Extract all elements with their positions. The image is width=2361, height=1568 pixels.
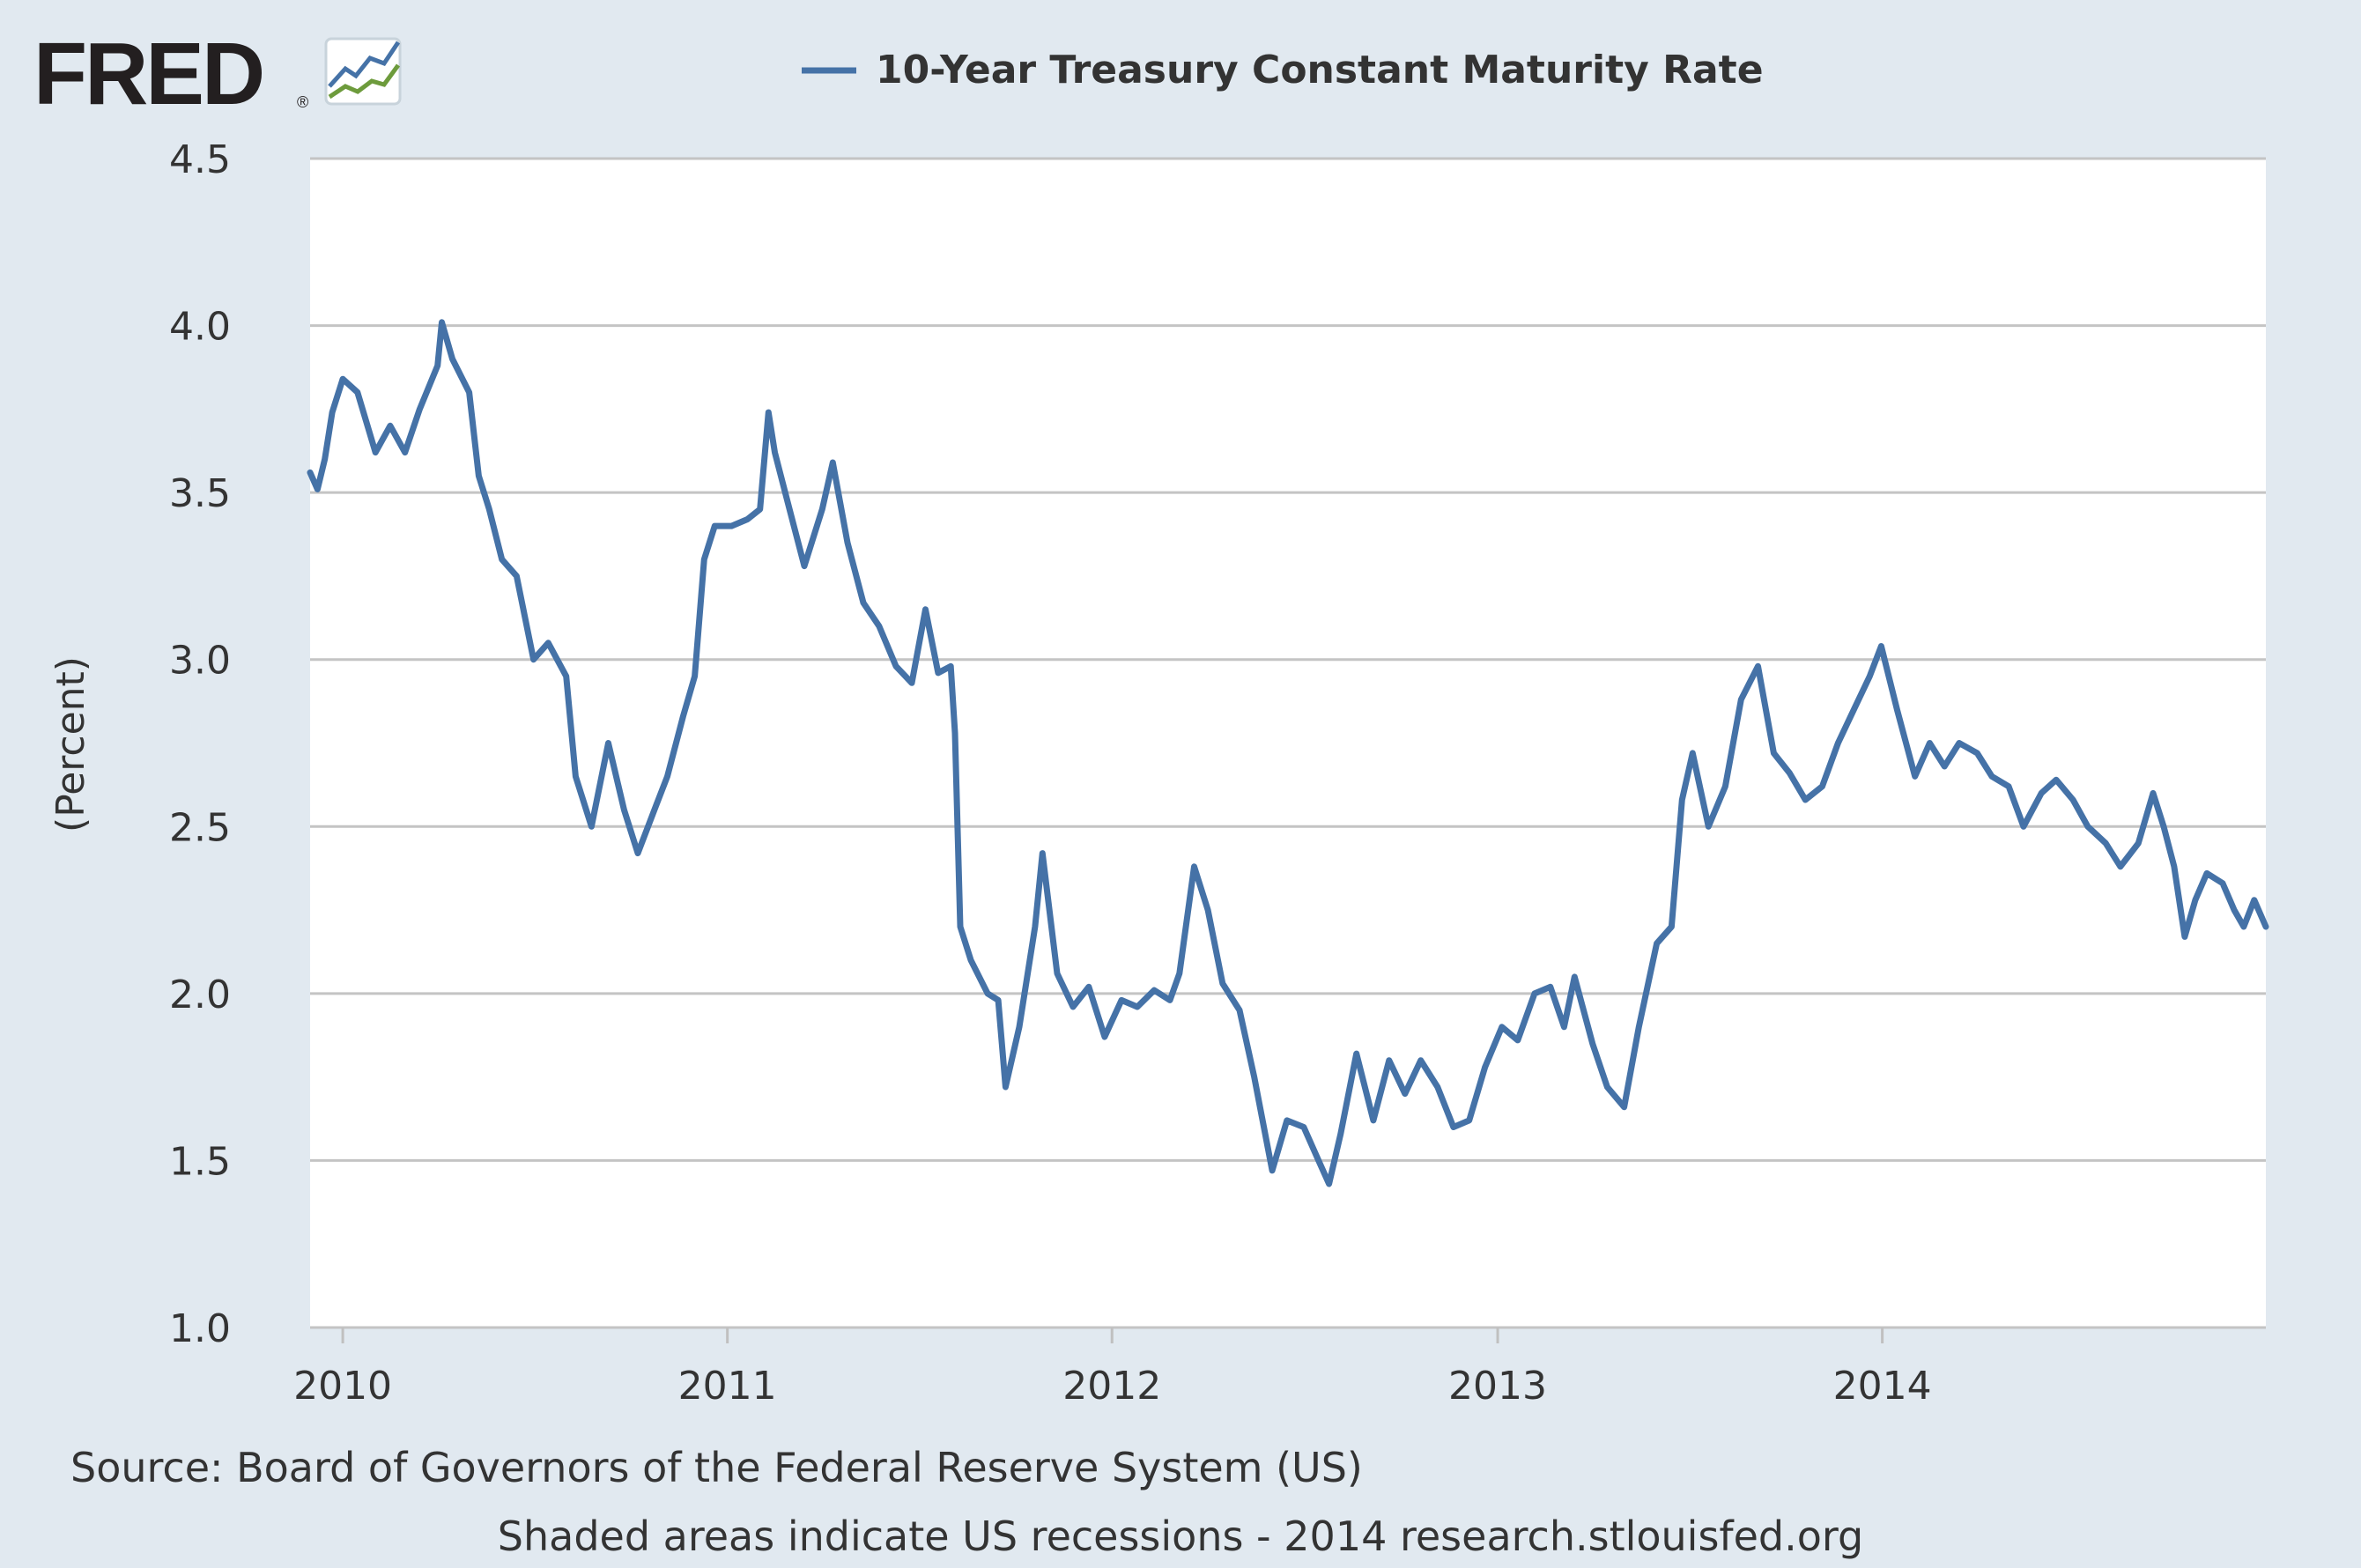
y-axis-label: (Percent) [48,656,93,832]
y-tick-label: 4.0 [169,305,231,350]
y-tick-label: 1.5 [169,1139,231,1184]
legend-label: 10-Year Treasury Constant Maturity Rate [876,48,1764,92]
logo-text: FRED [33,25,263,123]
y-tick-label: 4.5 [169,137,231,182]
source-note: Source: Board of Governors of the Federa… [70,1444,1363,1491]
legend: 10-Year Treasury Constant Maturity Rate [802,48,1764,92]
gridlines [310,157,2266,1329]
x-axis: 2010 2011 2012 2013 2014 [293,1328,1932,1409]
logo-registered-mark: ® [297,93,308,111]
fred-logo: FRED ® [33,25,402,123]
x-tick-label: 2011 [678,1364,777,1409]
y-tick-label: 2.5 [169,805,231,850]
x-tick-label: 2012 [1062,1364,1161,1409]
x-tick-label: 2014 [1833,1364,1932,1409]
plot-area [310,159,2266,1328]
y-axis: 1.0 1.5 2.0 2.5 3.0 3.5 4.0 4.5 [169,137,231,1351]
y-tick-label: 1.0 [169,1306,231,1351]
x-tick-label: 2010 [293,1364,392,1409]
y-tick-label: 3.5 [169,471,231,516]
recession-note: Shaded areas indicate US recessions - 20… [498,1513,1863,1560]
logo-graph-icon [324,37,402,106]
y-tick-label: 2.0 [169,973,231,1017]
series-line-10-year-treasury [307,319,2269,1187]
y-tick-label: 3.0 [169,639,231,684]
x-tick-label: 2013 [1448,1364,1547,1409]
